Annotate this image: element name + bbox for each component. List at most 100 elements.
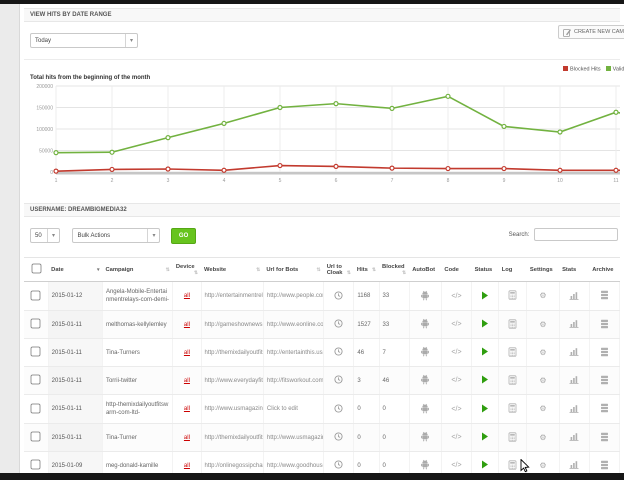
log-icon[interactable] bbox=[508, 290, 517, 300]
log-icon[interactable] bbox=[508, 319, 517, 329]
stats-icon[interactable] bbox=[569, 291, 579, 300]
row-checkbox[interactable] bbox=[30, 346, 41, 357]
stats-icon[interactable] bbox=[569, 432, 579, 442]
device-link[interactable]: all bbox=[183, 321, 190, 328]
column-header-device[interactable]: Device ⇅ bbox=[172, 257, 202, 282]
log-icon[interactable] bbox=[508, 403, 517, 413]
clock-icon[interactable] bbox=[334, 291, 343, 300]
column-header-blocked[interactable]: Blocked ⇅ bbox=[379, 257, 410, 282]
website-cell[interactable]: http://themixdailyoutfitser... bbox=[201, 338, 264, 368]
code-icon[interactable]: </> bbox=[451, 434, 462, 442]
log-icon[interactable] bbox=[508, 375, 517, 385]
stats-icon[interactable] bbox=[569, 460, 579, 470]
device-link[interactable]: all bbox=[183, 293, 190, 300]
play-icon[interactable] bbox=[481, 432, 489, 441]
clock-icon[interactable] bbox=[334, 319, 343, 328]
url_for_bots-cell[interactable]: http://entertainthis.usatod... bbox=[263, 338, 325, 368]
column-header-url_for_bots[interactable]: Url for Bots ⇅ bbox=[263, 257, 324, 282]
code-icon[interactable]: </> bbox=[451, 349, 462, 357]
play-icon[interactable] bbox=[481, 460, 489, 469]
column-header-date[interactable]: Date ▾ bbox=[48, 257, 103, 282]
go-button[interactable]: GO bbox=[170, 227, 197, 244]
column-header-hits[interactable]: Hits ⇅ bbox=[353, 257, 380, 282]
date-range-select[interactable]: Today ▾ bbox=[30, 33, 138, 49]
android-icon[interactable] bbox=[420, 431, 430, 442]
stats-icon[interactable] bbox=[569, 404, 579, 413]
archive-icon[interactable] bbox=[600, 290, 609, 300]
stats-icon[interactable] bbox=[569, 347, 579, 357]
play-icon[interactable] bbox=[481, 291, 489, 300]
device-link[interactable]: all bbox=[183, 434, 190, 441]
log-icon[interactable] bbox=[508, 460, 517, 470]
clock-icon[interactable] bbox=[334, 460, 343, 469]
log-icon[interactable] bbox=[508, 432, 517, 442]
code-icon[interactable]: </> bbox=[451, 377, 462, 385]
website-cell[interactable]: http://www.usmagazine.c... bbox=[201, 394, 264, 425]
website-cell[interactable]: http://themixdailyoutfitser... bbox=[201, 423, 264, 453]
column-header-url_to_cloak[interactable]: Url to Cloak ⇅ bbox=[323, 257, 354, 282]
gear-icon[interactable]: ⚙ bbox=[539, 291, 547, 301]
play-icon[interactable] bbox=[481, 319, 489, 328]
device-link[interactable]: all bbox=[183, 377, 190, 384]
code-icon[interactable]: </> bbox=[451, 292, 462, 300]
device-link[interactable]: all bbox=[183, 462, 190, 469]
row-select-cell bbox=[24, 281, 49, 312]
search-input[interactable] bbox=[534, 228, 618, 241]
row-checkbox[interactable] bbox=[30, 460, 41, 470]
website-cell[interactable]: http://www.everydayfitnes... bbox=[201, 366, 264, 396]
url_for_bots-cell[interactable]: http://www.people.com/ar... bbox=[263, 281, 325, 312]
bulk-actions-select[interactable]: Bulk Actions ▾ bbox=[72, 228, 161, 244]
row-checkbox[interactable] bbox=[30, 432, 41, 442]
gear-icon[interactable]: ⚙ bbox=[539, 375, 547, 385]
row-checkbox[interactable] bbox=[30, 374, 41, 385]
gear-icon[interactable]: ⚙ bbox=[539, 432, 547, 442]
stats-icon[interactable] bbox=[569, 319, 579, 329]
url_for_bots-cell[interactable]: http://fitsworkout.com/ bbox=[263, 366, 325, 396]
play-icon[interactable] bbox=[481, 347, 489, 356]
url_for_bots-cell[interactable]: Click to edit bbox=[263, 394, 325, 425]
android-icon[interactable] bbox=[420, 374, 430, 385]
gear-icon[interactable]: ⚙ bbox=[539, 319, 547, 329]
play-icon[interactable] bbox=[481, 375, 489, 384]
log-icon[interactable] bbox=[508, 347, 517, 357]
column-header-campaign[interactable]: Campaign ⇅ bbox=[102, 257, 173, 282]
stats-icon[interactable] bbox=[569, 375, 579, 385]
page-size-select[interactable]: 50 ▾ bbox=[30, 228, 60, 244]
create-campaign-button[interactable]: CREATE NEW CAMPAIGN bbox=[558, 25, 624, 39]
clock-icon[interactable] bbox=[334, 375, 343, 384]
code-icon[interactable]: </> bbox=[451, 321, 462, 329]
url_for_bots-cell[interactable]: http://www.eonline.com/n... bbox=[263, 310, 325, 340]
archive-icon[interactable] bbox=[600, 347, 609, 357]
device-link[interactable]: all bbox=[183, 406, 190, 413]
code-icon[interactable]: </> bbox=[451, 462, 462, 470]
play-icon[interactable] bbox=[481, 404, 489, 413]
code-icon[interactable]: </> bbox=[451, 405, 462, 413]
android-icon[interactable] bbox=[420, 459, 430, 470]
android-icon[interactable] bbox=[420, 403, 430, 414]
archive-icon[interactable] bbox=[600, 403, 609, 413]
archive-icon[interactable] bbox=[600, 432, 609, 442]
gear-icon[interactable]: ⚙ bbox=[539, 460, 547, 470]
device-link[interactable]: all bbox=[183, 349, 190, 356]
archive-icon[interactable] bbox=[600, 319, 609, 329]
gear-icon[interactable]: ⚙ bbox=[539, 347, 547, 357]
website-cell[interactable]: http://gameshownews.net bbox=[201, 310, 264, 340]
android-icon[interactable] bbox=[420, 318, 430, 329]
archive-icon[interactable] bbox=[600, 375, 609, 385]
website-cell[interactable]: http://entertainmentrelays... bbox=[201, 281, 264, 312]
column-header-website[interactable]: Website ⇅ bbox=[201, 257, 264, 282]
clock-icon[interactable] bbox=[334, 404, 343, 413]
row-checkbox[interactable] bbox=[30, 290, 41, 300]
row-checkbox[interactable] bbox=[30, 318, 41, 329]
column-header-checkbox[interactable] bbox=[24, 257, 49, 282]
clock-icon[interactable] bbox=[334, 432, 343, 441]
sort-icon: ⇅ bbox=[316, 266, 321, 273]
archive-icon[interactable] bbox=[600, 460, 609, 470]
select-all-checkbox[interactable] bbox=[31, 263, 41, 274]
row-checkbox[interactable] bbox=[30, 403, 41, 414]
gear-icon[interactable]: ⚙ bbox=[539, 404, 547, 414]
android-icon[interactable] bbox=[420, 290, 430, 301]
clock-icon[interactable] bbox=[334, 347, 343, 356]
url_for_bots-cell[interactable]: http://www.usmagazine.c... bbox=[263, 423, 325, 453]
android-icon[interactable] bbox=[420, 346, 430, 357]
